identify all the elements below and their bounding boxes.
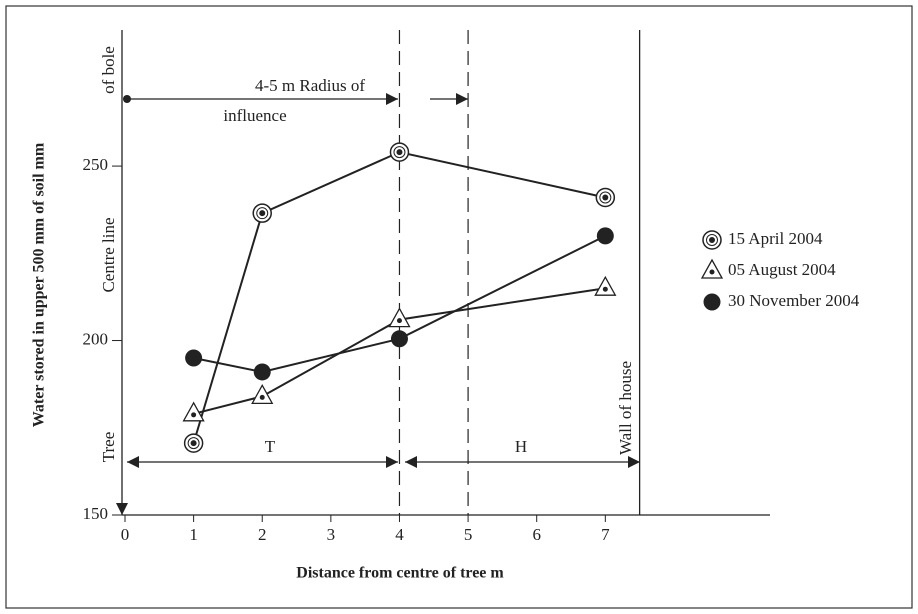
marker-part <box>594 275 617 296</box>
series-line <box>193 287 606 415</box>
marker-part <box>709 237 715 243</box>
annotation: Tree <box>99 432 118 463</box>
marker <box>594 275 617 296</box>
marker-part <box>388 307 411 328</box>
marker <box>183 433 204 453</box>
y-tick-label: 150 <box>83 504 109 523</box>
marker-part <box>596 227 614 245</box>
series-line <box>193 234 606 373</box>
marker-part <box>259 210 266 217</box>
marker-part <box>251 384 274 405</box>
annotation: T <box>265 437 276 456</box>
annotation: 4-5 m Radius of <box>255 76 365 95</box>
annotation: influence <box>223 106 286 125</box>
marker-part <box>191 412 197 418</box>
marker-part <box>182 401 205 422</box>
annotation: Wall of house <box>616 361 635 455</box>
marker-part <box>396 149 403 156</box>
x-tick-label: 3 <box>327 525 336 544</box>
marker <box>595 187 616 208</box>
y-tick-label: 200 <box>83 329 109 348</box>
x-tick-label: 4 <box>395 525 404 544</box>
marker-part <box>703 293 721 311</box>
x-tick-label: 7 <box>601 525 610 544</box>
marker-part <box>602 194 609 201</box>
x-tick-label: 2 <box>258 525 267 544</box>
marker <box>390 330 408 348</box>
marker-part <box>187 437 200 450</box>
marker-part <box>390 330 408 348</box>
marker-part <box>259 394 265 400</box>
series-line <box>192 151 606 444</box>
annotation: of bole <box>99 46 118 94</box>
marker <box>703 293 721 311</box>
marker-part <box>396 318 402 324</box>
legend-label: 15 April 2004 <box>728 229 823 248</box>
y-axis-label: Water stored in upper 500 mm of soil mm <box>31 142 48 427</box>
marker <box>702 230 722 250</box>
x-tick-label: 1 <box>189 525 198 544</box>
x-tick-label: 6 <box>532 525 541 544</box>
marker <box>252 203 272 223</box>
marker-part <box>706 234 718 246</box>
legend-label: 05 August 2004 <box>728 260 836 279</box>
marker-part <box>709 269 715 275</box>
marker <box>700 258 724 279</box>
marker-part <box>190 440 197 447</box>
x-tick-label: 0 <box>121 525 130 544</box>
marker <box>185 349 203 367</box>
marker-part <box>599 191 612 204</box>
marker-part <box>393 146 406 159</box>
x-axis-label: Distance from centre of tree m <box>296 565 504 582</box>
marker <box>596 227 614 245</box>
annotation: H <box>515 437 527 456</box>
frame <box>5 5 913 609</box>
marker-part <box>700 258 724 279</box>
marker <box>253 363 271 381</box>
marker <box>389 142 410 162</box>
marker <box>251 384 274 405</box>
marker <box>388 307 411 328</box>
legend-label: 30 November 2004 <box>728 291 860 310</box>
marker-part <box>256 207 269 220</box>
marker-part <box>253 363 271 381</box>
annotation: Centre line <box>99 217 118 292</box>
marker-part <box>602 286 608 292</box>
x-tick-label: 5 <box>464 525 473 544</box>
marker-part <box>185 349 203 367</box>
y-tick-label: 250 <box>83 155 109 174</box>
marker <box>182 401 205 422</box>
